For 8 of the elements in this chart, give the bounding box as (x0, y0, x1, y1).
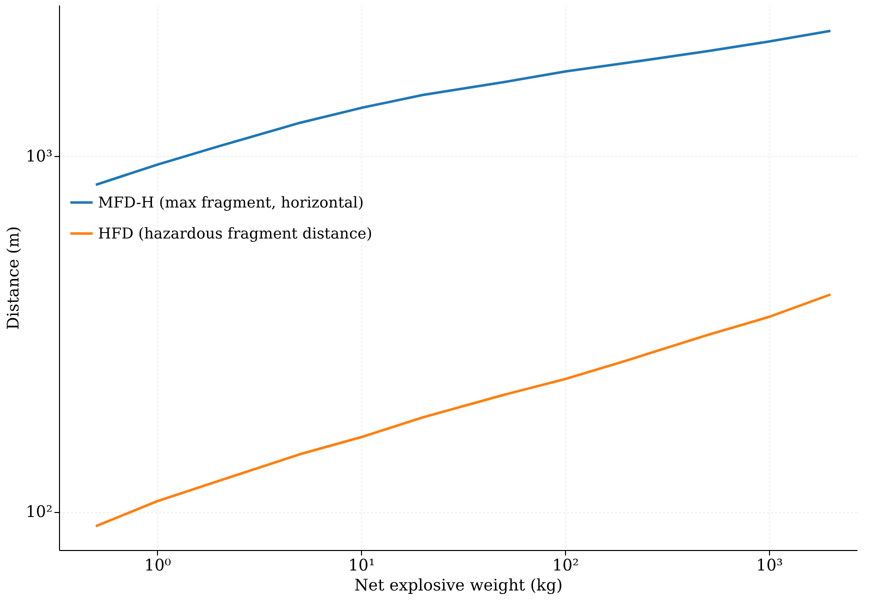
x-tick-label: 10⁰ (144, 556, 172, 574)
y-axis-title: Distance (m) (4, 226, 23, 330)
legend-label: MFD-H (max fragment, horizontal) (98, 194, 364, 212)
x-tick-label: 10¹ (348, 556, 376, 574)
x-tick-label: 10³ (756, 556, 783, 574)
x-tick-label: 10² (552, 556, 579, 574)
x-axis-title: Net explosive weight (kg) (354, 576, 563, 594)
legend-label: HFD (hazardous fragment distance) (98, 224, 372, 242)
